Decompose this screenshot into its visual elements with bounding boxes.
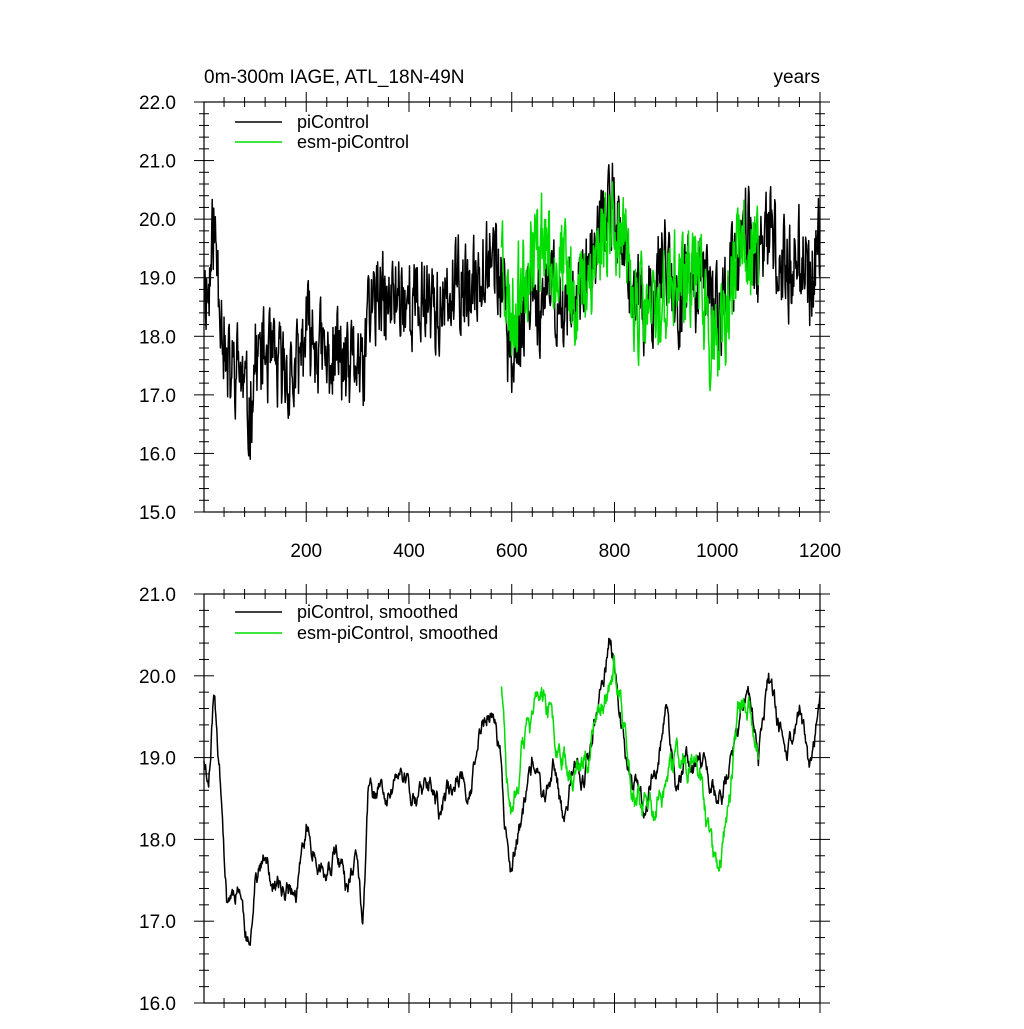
x-tick-label: 1200 <box>799 541 841 562</box>
legend-label-esm-picontrol-smoothed: esm-piControl, smoothed <box>297 623 498 643</box>
series-line-picontrol <box>203 162 821 461</box>
legend-label-picontrol-smoothed: piControl, smoothed <box>297 602 458 622</box>
y-tick-label: 17.0 <box>139 386 176 407</box>
x-tick-label: 600 <box>496 541 528 562</box>
bottom-panel: 16.0 17.0 18.0 19.0 20.0 21.0 piControl, smoo… <box>139 584 830 1015</box>
top-y-tick-labels: 15.0 16.0 17.0 18.0 19.0 20.0 21.0 22.0 <box>139 93 176 524</box>
top-panel-title: 0m-300m IAGE, ATL_18N-49N <box>204 67 464 88</box>
top-x-tick-labels: 200 400 600 800 1000 1200 <box>290 541 841 562</box>
bottom-axis-ticks <box>194 584 830 1013</box>
top-axis-ticks <box>194 92 830 522</box>
y-tick-label: 17.0 <box>139 912 176 933</box>
y-tick-label: 16.0 <box>139 444 176 465</box>
y-tick-label: 21.0 <box>139 585 176 606</box>
x-tick-label: 400 <box>393 541 425 562</box>
legend-label-esm-picontrol: esm-piControl <box>297 132 409 152</box>
bottom-legend: piControl, smoothed esm-piControl, smoot… <box>235 602 498 643</box>
y-tick-label: 20.0 <box>139 667 176 688</box>
series-line-esm-picontrol <box>500 181 760 392</box>
bottom-plot-frame <box>203 593 821 1004</box>
x-tick-label: 800 <box>599 541 631 562</box>
top-plot-frame <box>203 101 821 513</box>
y-tick-label: 19.0 <box>139 269 176 290</box>
series-line-picontrol-smoothed <box>203 637 821 946</box>
y-tick-label: 19.0 <box>139 749 176 770</box>
y-tick-label: 22.0 <box>139 93 176 114</box>
bottom-y-tick-labels: 16.0 17.0 18.0 19.0 20.0 21.0 <box>139 585 176 1015</box>
top-legend: piControl esm-piControl <box>235 112 409 152</box>
y-tick-label: 21.0 <box>139 152 176 173</box>
top-series-lines <box>203 162 821 461</box>
top-panel-units: years <box>774 67 820 88</box>
top-panel: 0m-300m IAGE, ATL_18N-49N years 15.0 16.0… <box>139 67 841 562</box>
series-line-esm-picontrol-smoothed <box>500 654 760 872</box>
y-tick-label: 18.0 <box>139 327 176 348</box>
y-tick-label: 15.0 <box>139 503 176 524</box>
y-tick-label: 20.0 <box>139 210 176 231</box>
x-tick-label: 1000 <box>696 541 738 562</box>
y-tick-label: 18.0 <box>139 830 176 851</box>
y-tick-label: 16.0 <box>139 994 176 1015</box>
legend-label-picontrol: piControl <box>297 112 369 132</box>
bottom-series-lines <box>203 637 821 946</box>
x-tick-label: 200 <box>290 541 322 562</box>
